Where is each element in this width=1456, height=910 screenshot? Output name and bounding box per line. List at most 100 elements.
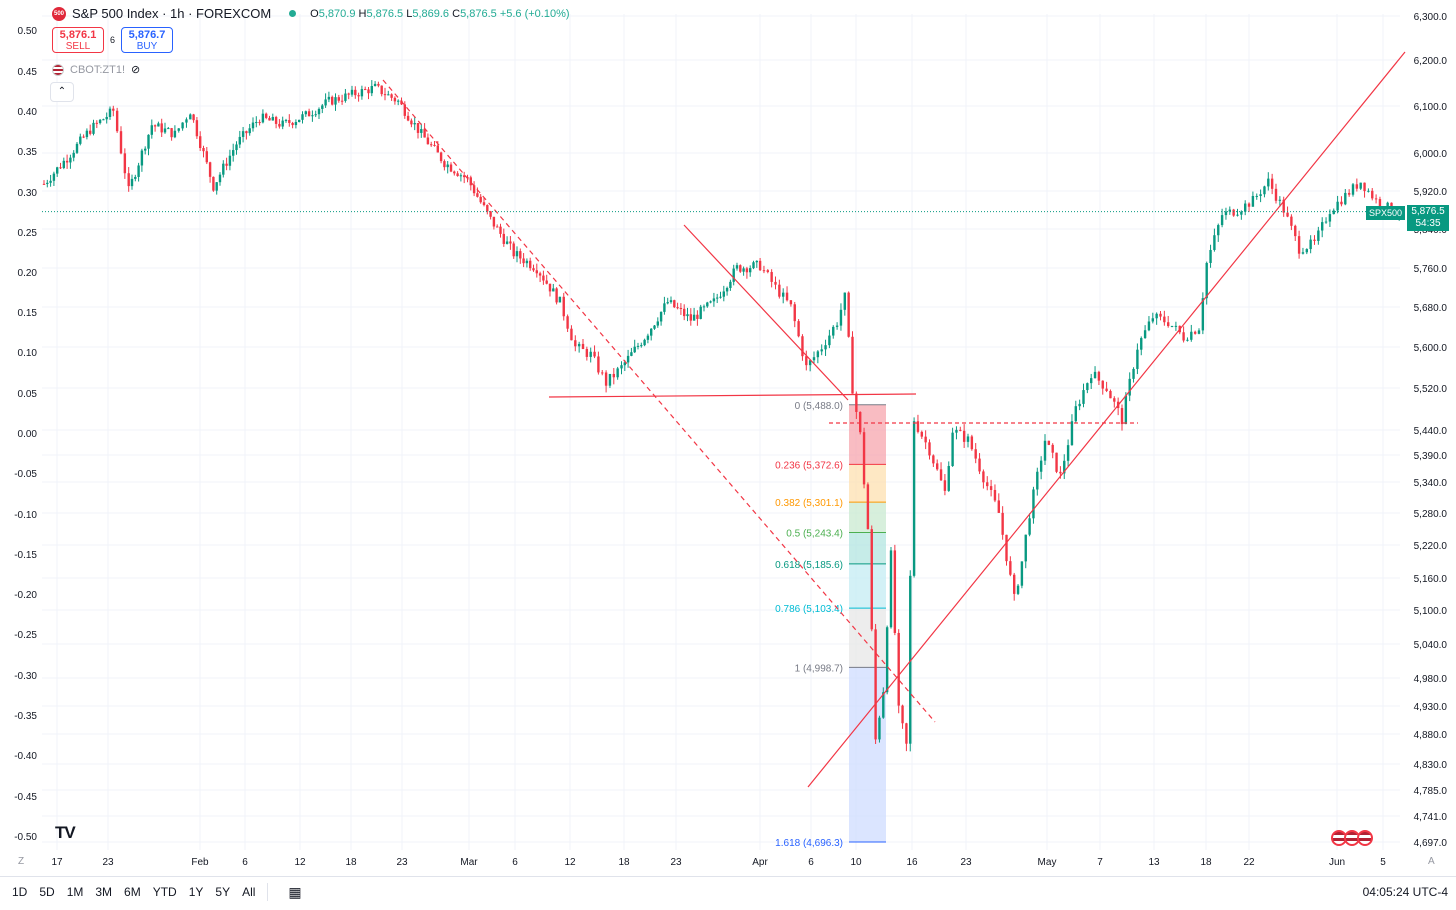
candle-body bbox=[98, 119, 102, 124]
candle-body bbox=[1063, 460, 1066, 474]
compare-symbol-label: CBOT:ZT1! bbox=[70, 63, 126, 76]
candle-body bbox=[1240, 211, 1243, 215]
candle-body bbox=[1336, 201, 1339, 211]
right-axis-tick-label: 4,785.0 bbox=[1414, 786, 1448, 797]
candle-body bbox=[140, 150, 144, 166]
candle-body bbox=[870, 529, 873, 630]
candle-body bbox=[400, 100, 403, 105]
candle-body bbox=[304, 111, 307, 115]
symbol-title[interactable]: S&P 500 Index · 1h · FOREXCOM bbox=[72, 6, 272, 21]
candle-body bbox=[643, 339, 646, 346]
candle-body bbox=[79, 136, 82, 144]
zoom-left-button[interactable]: Z bbox=[18, 856, 25, 867]
downtrend-line bbox=[683, 224, 849, 401]
candle-body bbox=[1120, 408, 1124, 425]
candle-body bbox=[997, 500, 1000, 513]
candle-body bbox=[482, 202, 486, 206]
candle-body bbox=[147, 134, 150, 149]
range-6m[interactable]: 6M bbox=[124, 885, 141, 899]
candle-body bbox=[370, 86, 373, 94]
candle-body bbox=[430, 144, 433, 146]
candle-body bbox=[232, 150, 235, 156]
price-chart[interactable]: 6,300.06,200.06,100.06,000.05,920.05,840… bbox=[0, 0, 1456, 876]
candle-body bbox=[512, 243, 515, 257]
candle-body bbox=[706, 302, 709, 307]
candle-body bbox=[1105, 388, 1108, 391]
candle-body bbox=[367, 89, 370, 94]
x-axis-tick-label: 16 bbox=[906, 857, 918, 868]
bottom-toolbar: 1D 5D 1M 3M 6M YTD 1Y 5Y All ▦ 04:05:24 … bbox=[0, 876, 1456, 907]
range-1m[interactable]: 1M bbox=[66, 885, 84, 899]
candle-body bbox=[905, 723, 908, 744]
fib-zone bbox=[849, 563, 886, 609]
candle-body bbox=[311, 115, 314, 117]
candle-body bbox=[489, 211, 492, 217]
candle-body bbox=[762, 270, 766, 272]
candle-body bbox=[1340, 201, 1343, 205]
market-status-icon bbox=[289, 10, 297, 17]
collapse-legend-button[interactable]: ⌃ bbox=[50, 82, 74, 102]
range-5y[interactable]: 5Y bbox=[215, 885, 231, 899]
candle-body bbox=[855, 393, 858, 412]
candle-body bbox=[897, 632, 900, 706]
candle-body bbox=[548, 283, 552, 292]
range-all[interactable]: All bbox=[242, 885, 256, 899]
candle-body bbox=[225, 163, 228, 166]
candle-body bbox=[835, 325, 839, 327]
candle-body bbox=[862, 432, 866, 485]
candle-body bbox=[989, 486, 993, 490]
candle-body bbox=[1078, 403, 1081, 407]
candle-body bbox=[722, 291, 725, 297]
economic-events[interactable] bbox=[1331, 830, 1373, 846]
candle-body bbox=[839, 309, 843, 326]
candle-body bbox=[529, 260, 532, 269]
candle-body bbox=[1066, 445, 1070, 461]
candle-body bbox=[56, 167, 59, 174]
left-axis-tick-label: 0.40 bbox=[18, 107, 38, 118]
candle-body bbox=[1140, 338, 1143, 350]
auto-scale-button[interactable]: A bbox=[1428, 856, 1435, 867]
candle-body bbox=[542, 275, 545, 281]
candle-body bbox=[403, 104, 406, 116]
candle-body bbox=[574, 340, 577, 347]
candle-body bbox=[832, 326, 835, 336]
candle-body bbox=[1074, 406, 1077, 422]
clock[interactable]: 04:05:24 UTC-4 bbox=[1362, 885, 1448, 899]
range-1y[interactable]: 1Y bbox=[188, 885, 204, 899]
candle-body bbox=[509, 241, 512, 244]
calendar-icon[interactable]: ▦ bbox=[288, 883, 302, 900]
range-5d[interactable]: 5D bbox=[39, 885, 55, 899]
range-ytd[interactable]: YTD bbox=[152, 885, 177, 899]
candle-body bbox=[1028, 518, 1031, 535]
candle-body bbox=[552, 288, 555, 292]
hide-eye-icon[interactable]: ⊘ bbox=[131, 64, 141, 76]
tradingview-logo[interactable]: TV bbox=[55, 823, 76, 842]
right-axis-tick-label: 5,390.0 bbox=[1414, 451, 1448, 462]
left-axis-tick-label: 0.30 bbox=[18, 188, 38, 199]
candle-body bbox=[337, 97, 340, 101]
candle-body bbox=[545, 280, 548, 284]
candle-body bbox=[885, 627, 889, 693]
candle-body bbox=[205, 151, 208, 163]
candle-body bbox=[978, 458, 981, 472]
range-3m[interactable]: 3M bbox=[95, 885, 113, 899]
candle-body bbox=[215, 182, 218, 191]
candle-body bbox=[893, 550, 897, 633]
event-flag-icon[interactable] bbox=[1357, 830, 1373, 846]
candle-body bbox=[443, 161, 446, 168]
candle-body bbox=[380, 85, 383, 95]
candle-body bbox=[640, 345, 643, 347]
candle-body bbox=[1220, 215, 1224, 226]
candle-body bbox=[486, 205, 489, 212]
candle-body bbox=[955, 429, 958, 433]
candle-body bbox=[59, 167, 62, 169]
compare-symbol[interactable]: CBOT:ZT1! ⊘ bbox=[52, 63, 140, 76]
candle-body bbox=[725, 287, 729, 292]
candle-body bbox=[577, 343, 581, 347]
candle-body bbox=[1190, 331, 1193, 340]
candle-body bbox=[1090, 378, 1093, 384]
left-axis-tick-label: -0.50 bbox=[14, 832, 37, 843]
buy-button[interactable]: 5,876.7 BUY bbox=[121, 27, 174, 53]
range-1d[interactable]: 1D bbox=[12, 885, 28, 899]
sell-button[interactable]: 5,876.1 SELL bbox=[52, 27, 104, 53]
